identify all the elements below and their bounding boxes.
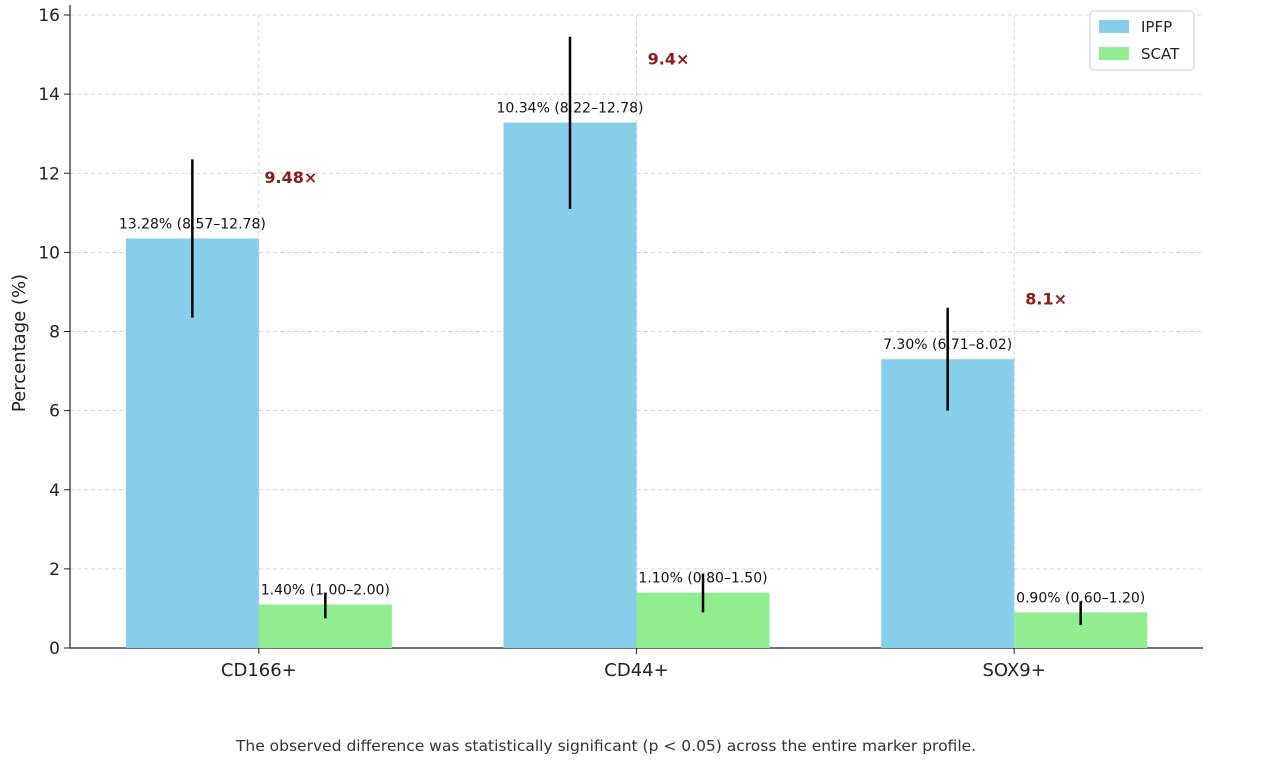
ratio-label: 8.1×: [1025, 290, 1067, 309]
data-label: 1.10% (0.80–1.50): [638, 571, 767, 587]
x-tick-label: SOX9+: [983, 660, 1046, 681]
y-tick-label: 2: [49, 560, 60, 580]
y-tick-label: 4: [49, 481, 60, 501]
data-label: 10.34% (8.22–12.78): [496, 101, 643, 117]
x-tick-label: CD166+: [221, 660, 297, 681]
y-tick-label: 0: [49, 639, 60, 659]
data-label: 13.28% (8.57–12.78): [119, 217, 266, 233]
y-tick-label: 8: [49, 323, 60, 343]
y-tick-label: 12: [38, 164, 60, 184]
bar-ipfp-1: [503, 122, 637, 649]
y-axis-label: Percentage (%): [9, 274, 30, 412]
legend-entry-ipfp: IPFP: [1141, 18, 1172, 36]
y-tick-label: 6: [49, 402, 60, 422]
y-tick-label: 14: [38, 85, 60, 105]
y-tick-label: 16: [38, 6, 60, 26]
ratio-label: 9.48×: [264, 168, 317, 187]
ratio-label: 9.4×: [648, 49, 690, 68]
legend-swatch-scat: [1099, 47, 1129, 60]
legend-swatch-ipfp: [1099, 20, 1129, 33]
data-labels: 13.28% (8.57–12.78) 10.34% (8.22–12.78) 7.…: [119, 49, 1145, 606]
data-label: 7.30% (6.71–8.02): [883, 337, 1012, 353]
data-label: 1.40% (1.00–2.00): [261, 582, 390, 598]
x-tick-label: CD44+: [604, 660, 668, 681]
bars: [125, 36, 1148, 649]
legend: IPFP SCAT: [1089, 10, 1195, 71]
y-tick-label: 10: [38, 243, 60, 263]
legend-entry-scat: SCAT: [1141, 45, 1180, 63]
footnote: The observed difference was statisticall…: [235, 737, 976, 755]
data-label: 0.90% (0.60–1.20): [1016, 590, 1145, 606]
